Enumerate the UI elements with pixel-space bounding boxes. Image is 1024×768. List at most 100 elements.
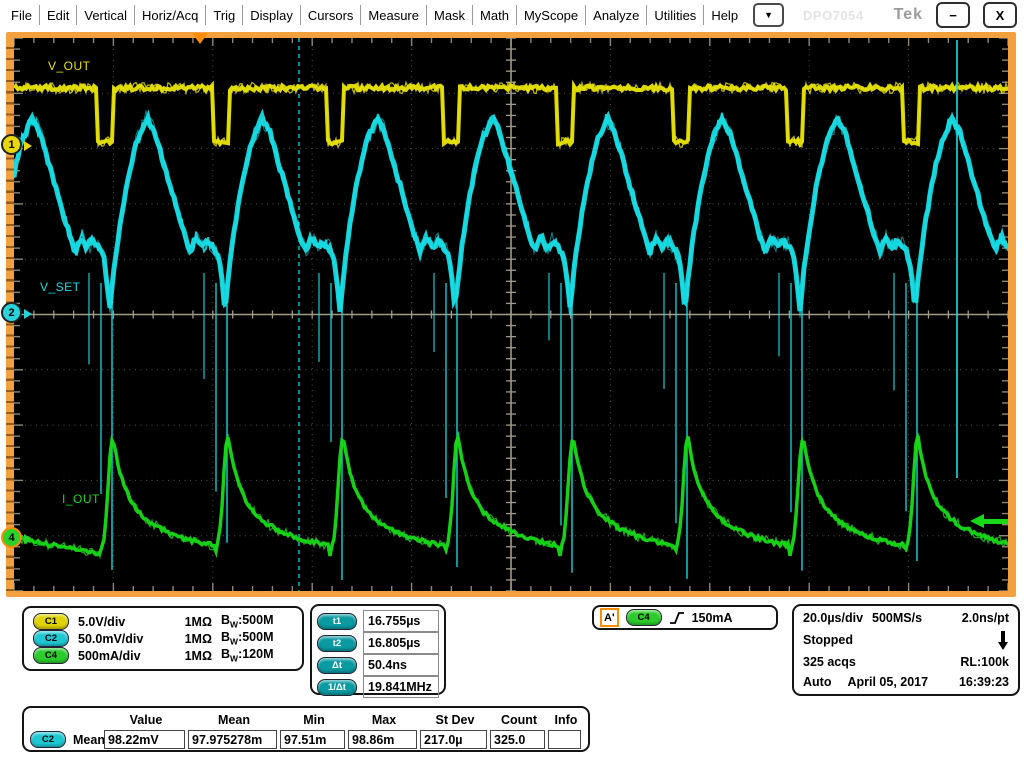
menu-item-mask[interactable]: Mask [427, 5, 474, 25]
channel-1-number: 1 [8, 138, 15, 151]
meas-header-value: Value [129, 713, 163, 727]
cursor-readout-panel: t1 16.755µs t2 16.805µs Δt 50.4ns 1/Δt 1… [310, 604, 446, 698]
cursor-t2-value: 16.805µs [363, 632, 439, 654]
meas-header-blank [28, 711, 104, 729]
waveform-screen: V_OUT V_SET I_OUT [14, 38, 1008, 591]
meas-name: Mean [73, 732, 105, 747]
menu-item-vertical[interactable]: Vertical [77, 5, 135, 25]
cursor-t1-row: t1 16.755µs [317, 610, 439, 632]
channel-1-arrow-icon [24, 141, 32, 151]
cursor-dt-row: Δt 50.4ns [317, 654, 439, 676]
resolution-value: 2.0ns/pt [961, 611, 1009, 625]
menu-item-measure[interactable]: Measure [361, 5, 427, 25]
meas-source-button[interactable]: C2 [30, 731, 66, 748]
meas-mean: 97.975278m [188, 730, 277, 749]
menu-item-display[interactable]: Display [243, 5, 301, 25]
readout-area: C1 5.0V/div 1MΩ BW:500M C2 50.0mV/div 1M… [0, 597, 1024, 768]
record-length: RL:100k [960, 655, 1009, 670]
cursor-t2-row: t2 16.805µs [317, 632, 439, 654]
down-arrow-icon [998, 630, 1008, 650]
c1-impedance: 1MΩ [184, 614, 212, 629]
waveform-svg [14, 38, 1008, 591]
menu-item-horiz-acq[interactable]: Horiz/Acq [135, 5, 207, 25]
cursor-dt-value: 50.4ns [363, 654, 439, 676]
channel-4-marker[interactable]: 4 [1, 527, 32, 548]
chevron-down-icon: ▼ [764, 10, 774, 20]
meas-header-stdev: St Dev [435, 713, 475, 727]
menu-item-cursors[interactable]: Cursors [301, 5, 362, 25]
meas-count: 325.0 [490, 730, 545, 749]
meas-min: 97.51m [280, 730, 345, 749]
trace-label-c2: V_SET [40, 280, 81, 294]
meas-stdev: 217.0µ [420, 730, 487, 749]
menu-item-analyze[interactable]: Analyze [586, 5, 648, 25]
acquisition-count: 325 acqs [803, 655, 856, 670]
cursor-freq-button[interactable]: 1/Δt [317, 678, 357, 696]
menu-overflow-button[interactable]: ▼ [753, 3, 785, 27]
channel-2-marker[interactable]: 2 [1, 302, 32, 323]
channel-settings-panel: C1 5.0V/div 1MΩ BW:500M C2 50.0mV/div 1M… [22, 606, 304, 671]
tek-logo: Tek [893, 6, 923, 23]
channel-row-c4: C4 500mA/div 1MΩ BW:120M [33, 647, 293, 664]
acq-row-count: 325 acqs RL:100k [803, 655, 1009, 669]
c1-scale: 5.0V/div [78, 614, 126, 629]
cursor-t2-button[interactable]: t2 [317, 634, 357, 652]
menu-item-help[interactable]: Help [711, 7, 739, 23]
menu-item-utilities[interactable]: Utilities [647, 5, 705, 25]
acquisition-time: 16:39:23 [958, 674, 1009, 689]
cursor-freq-value: 19.841MHz [363, 676, 439, 698]
menu-item-math[interactable]: Math [473, 5, 517, 25]
menu-item-edit[interactable]: Edit [40, 5, 78, 25]
trigger-readout-panel: A' C4 150mA [592, 605, 778, 630]
acquisition-date: April 05, 2017 [847, 674, 929, 689]
trigger-level-arrow[interactable] [970, 514, 1008, 528]
cursor-freq-row: 1/Δt 19.841MHz [317, 676, 439, 698]
channel-1-button[interactable]: C1 [33, 613, 69, 630]
cursor-t1-value: 16.755µs [363, 610, 439, 632]
meas-header-count: Count [500, 713, 538, 727]
sample-rate-value: 500MS/s [872, 611, 923, 625]
menu-item-trig[interactable]: Trig [206, 5, 244, 25]
c1-bandwidth: BW:500M [221, 613, 274, 630]
cursor-t1-button[interactable]: t1 [317, 612, 357, 630]
channel-row-c1: C1 5.0V/div 1MΩ BW:500M [33, 613, 293, 630]
meas-header-min: Min [303, 713, 325, 727]
c2-scale: 50.0mV/div [78, 631, 144, 646]
trace-label-c4: I_OUT [62, 492, 100, 506]
cursor-dt-button[interactable]: Δt [317, 656, 357, 674]
menu-item-file[interactable]: File [4, 5, 40, 25]
channel-4-button[interactable]: C4 [33, 647, 69, 664]
trigger-level-value: 150mA [691, 610, 733, 625]
meas-row-label: C2 Mean [28, 730, 105, 749]
acquisition-status: Stopped [803, 633, 853, 648]
trigger-source-button[interactable]: C4 [625, 609, 662, 626]
menu-item-myscope[interactable]: MyScope [517, 5, 587, 25]
channel-2-arrow-icon [24, 309, 32, 319]
meas-info [548, 730, 581, 749]
minimize-button[interactable]: − [936, 2, 970, 28]
trigger-position-marker[interactable] [192, 33, 208, 44]
menu-bar: File Edit Vertical Horiz/Acq Trig Displa… [0, 0, 1024, 30]
c2-impedance: 1MΩ [184, 631, 212, 646]
trigger-a-marker: A' [600, 608, 619, 627]
channel-2-button[interactable]: C2 [33, 630, 69, 647]
close-button[interactable]: X [983, 2, 1017, 28]
channel-2-number: 2 [8, 306, 15, 319]
scope-display-area: V_OUT V_SET I_OUT 1 2 4 [0, 30, 1024, 598]
measurement-table: Value Mean Min Max St Dev Count Info C2 … [22, 706, 590, 752]
channel-row-c2: C2 50.0mV/div 1MΩ BW:500M [33, 630, 293, 647]
c2-bandwidth: BW:500M [221, 630, 274, 647]
c4-scale: 500mA/div [78, 648, 141, 663]
meas-header-info: Info [554, 713, 578, 727]
acquisition-panel: 20.0µs/div 500MS/s 2.0ns/pt Stopped 325 … [792, 604, 1020, 696]
acq-row-mode: Auto April 05, 2017 16:39:23 [803, 675, 1009, 689]
meas-value: 98.22mV [104, 730, 185, 749]
acq-row-timebase: 20.0µs/div 500MS/s 2.0ns/pt [803, 611, 1009, 625]
acq-row-status: Stopped [803, 630, 1009, 650]
meas-header-mean: Mean [218, 713, 250, 727]
channel-1-marker[interactable]: 1 [1, 134, 32, 155]
rising-edge-icon [669, 611, 684, 624]
model-label: DPO7054 [803, 7, 864, 23]
c4-impedance: 1MΩ [184, 648, 212, 663]
channel-4-arrow-icon [24, 534, 32, 544]
